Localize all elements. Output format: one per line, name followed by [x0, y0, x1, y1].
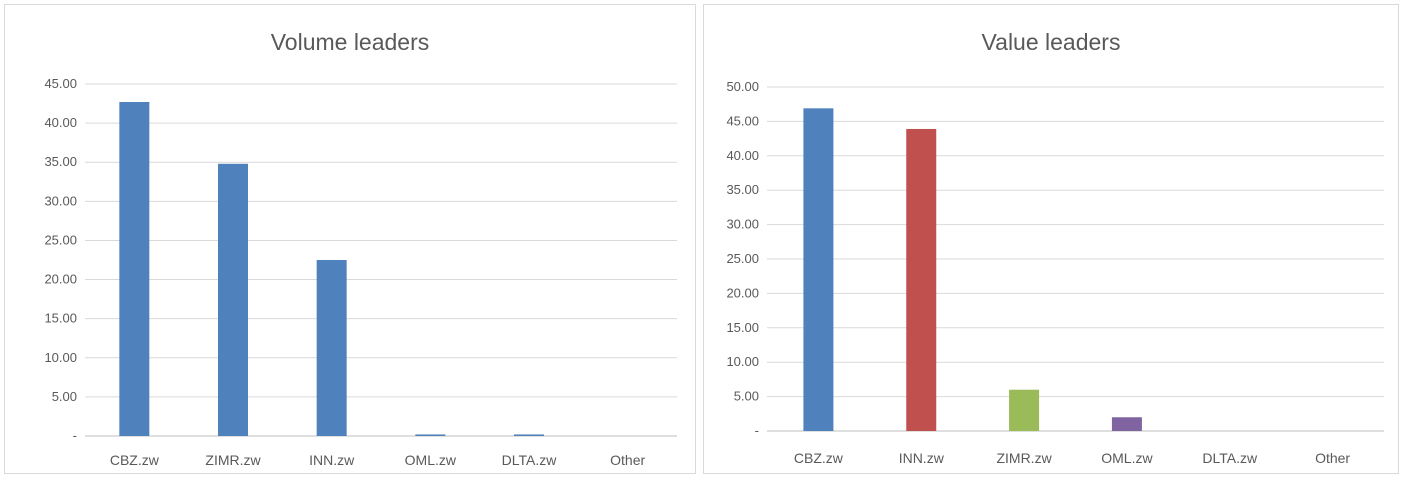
y-tick-label: 40.00	[726, 148, 759, 163]
bar-dlta-zw	[514, 434, 544, 436]
y-tick-label: 15.00	[726, 320, 759, 335]
bar-cbz-zw	[803, 108, 834, 431]
bar-oml-zw	[1111, 417, 1142, 431]
y-tick-label: 10.00	[44, 350, 77, 365]
y-tick-label: 35.00	[726, 182, 759, 197]
bar-cbz-zw	[119, 101, 150, 436]
volume-leaders-plot: - 5.00 10.00 15.00 20.00 25.00 30.00 35.00 40.00…	[44, 76, 677, 468]
y-tick-label: 35.00	[44, 154, 77, 169]
y-tick-label: 30.00	[726, 217, 759, 232]
value-leaders-chart: Value leaders - 5.00 10.00 15.00 20.00 25.00 3…	[703, 4, 1399, 474]
x-category-label: OML.zw	[1101, 450, 1153, 466]
y-tick-label: 45.00	[726, 113, 759, 128]
y-tick-label: 40.00	[44, 115, 77, 130]
y-tick-label: -	[755, 423, 759, 438]
chart-title: Value leaders	[981, 29, 1121, 55]
y-tick-label: 10.00	[726, 354, 759, 369]
x-category-label: CBZ.zw	[794, 450, 844, 466]
y-tick-label: 45.00	[44, 76, 77, 91]
y-tick-label: 20.00	[44, 272, 77, 287]
y-tick-label: 5.00	[734, 389, 759, 404]
y-tick-label: 30.00	[44, 193, 77, 208]
value-leaders-plot: - 5.00 10.00 15.00 20.00 25.00 30.00 35.00 40.00…	[726, 79, 1384, 466]
x-category-label: DLTA.zw	[502, 452, 558, 468]
bar-zimr-zw	[218, 163, 248, 436]
x-category-label: INN.zw	[899, 450, 945, 466]
x-category-label: CBZ.zw	[110, 452, 160, 468]
x-category-label: Other	[610, 452, 645, 468]
y-tick-label: 25.00	[44, 232, 77, 247]
x-category-label: ZIMR.zw	[205, 452, 261, 468]
chart-title: Volume leaders	[270, 29, 430, 55]
x-category-label: ZIMR.zw	[996, 450, 1052, 466]
bar-zimr-zw	[1009, 389, 1040, 431]
y-tick-label: 15.00	[44, 311, 77, 326]
y-tick-label: 50.00	[726, 79, 759, 94]
y-tick-label: -	[73, 428, 77, 443]
y-tick-label: 25.00	[726, 251, 759, 266]
bar-inn-zw	[316, 260, 347, 436]
x-category-label: Other	[1315, 450, 1350, 466]
x-category-label: INN.zw	[309, 452, 355, 468]
bar-inn-zw	[906, 128, 937, 431]
y-tick-label: 20.00	[726, 285, 759, 300]
x-category-label: OML.zw	[405, 452, 457, 468]
x-category-label: DLTA.zw	[1202, 450, 1258, 466]
y-tick-label: 5.00	[52, 389, 77, 404]
bar-oml-zw	[415, 434, 446, 436]
volume-leaders-chart: Volume leaders - 5.00 10.00 15.00 20.00 25.00…	[4, 4, 696, 474]
